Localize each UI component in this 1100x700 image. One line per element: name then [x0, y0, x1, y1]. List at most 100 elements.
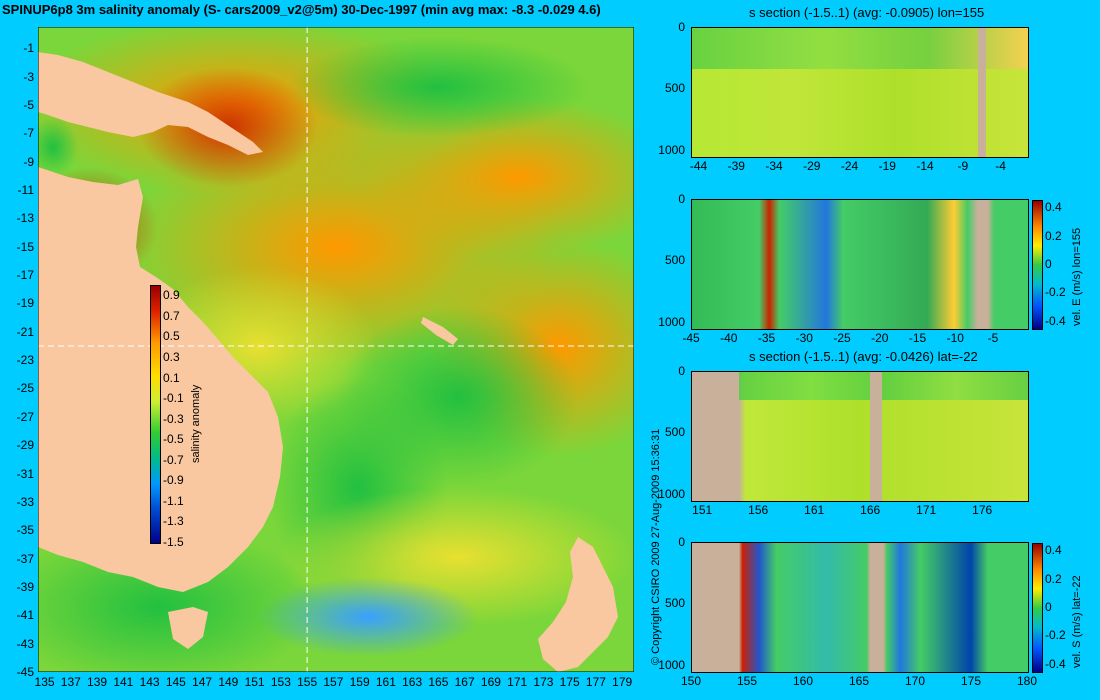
- map-x-tick: 145: [165, 675, 186, 689]
- section-x-tick: -5: [987, 331, 999, 345]
- map-y-tick: -35: [16, 523, 34, 538]
- section-x-tick: 171: [916, 503, 937, 517]
- velS-colorbar: [1032, 543, 1043, 673]
- map-colorbar: [150, 285, 161, 544]
- section-x-tick: 175: [960, 674, 982, 688]
- map-colorbar-tick: -0.3: [163, 411, 184, 426]
- map-x-tick: 165: [428, 675, 449, 689]
- map-x-tick: 179: [612, 675, 633, 689]
- map-x-tick: 163: [402, 675, 423, 689]
- map-y-tick: -17: [16, 268, 34, 283]
- velE-section-lon-plot: [691, 199, 1029, 330]
- map-x-tick: 157: [323, 675, 344, 689]
- section-x-tick: -29: [803, 159, 821, 173]
- map-colorbar-tick: -1.3: [163, 514, 184, 529]
- section-x-tick: 170: [904, 674, 926, 688]
- velS-section-lat-plot: [691, 542, 1029, 673]
- salinity-map: [38, 27, 634, 672]
- map-x-tick: 139: [87, 675, 108, 689]
- map-colorbar-tick: -0.9: [163, 473, 184, 488]
- velS-colorbar-label: vel. S (m/s) lat=-22: [1071, 575, 1083, 668]
- map-colorbar-tick: 0.9: [163, 288, 180, 303]
- section-y-tick: 1000: [658, 314, 685, 329]
- map-colorbar-label: salinity anomaly: [190, 384, 202, 463]
- velS-colorbar-tick: -0.4: [1045, 656, 1066, 671]
- section-x-tick: -45: [682, 331, 700, 345]
- section-x-tick: -35: [757, 331, 776, 345]
- map-x-tick: 161: [375, 675, 396, 689]
- s-section-lat-title: s section (-1.5..1) (avg: -0.0426) lat=-…: [749, 349, 978, 364]
- map-x-tick: 151: [244, 675, 265, 689]
- section-x-tick: -4: [995, 159, 1006, 173]
- map-colorbar-tick: -1.5: [163, 535, 184, 549]
- section-y-tick: 0: [678, 192, 685, 206]
- map-x-tick: 177: [585, 675, 606, 689]
- map-colorbar-tick: -0.5: [163, 432, 184, 447]
- map-y-tick: -19: [16, 296, 34, 311]
- section-x-tick: -10: [946, 331, 964, 345]
- map-x-tick: 173: [533, 675, 554, 689]
- velE-colorbar-label: vel. E (m/s) lon=155: [1071, 227, 1083, 326]
- map-y-tick: -5: [23, 97, 34, 112]
- velE-colorbar-tick: 0.2: [1045, 228, 1062, 243]
- map-y-tick: -45: [16, 665, 34, 679]
- section-x-tick: -34: [765, 159, 783, 173]
- section-x-tick: 180: [1016, 674, 1038, 688]
- section-y-tick: 1000: [658, 657, 685, 672]
- map-colorbar-tick: 0.5: [163, 329, 180, 344]
- section-y-tick: 500: [664, 425, 685, 440]
- section-x-tick: -9: [957, 159, 969, 173]
- s-section-lon-plot: [691, 27, 1029, 158]
- map-y-tick: -37: [16, 551, 34, 566]
- map-y-tick: -15: [16, 239, 34, 254]
- section-x-tick: 161: [804, 503, 825, 517]
- map-x-tick: 159: [349, 675, 370, 689]
- map-colorbar-tick: 0.3: [163, 349, 180, 364]
- field-blob: [288, 37, 588, 137]
- map-x-tick: 171: [507, 675, 528, 689]
- map-y-tick: -43: [16, 636, 34, 651]
- field-blob: [38, 117, 78, 177]
- velE-colorbar-tick: 0.4: [1045, 200, 1062, 215]
- map-x-tick: 153: [270, 675, 291, 689]
- section-x-tick: -15: [908, 331, 927, 345]
- copyright-text: © Copyright CSIRO 2009 27-Aug-2009 15:36…: [650, 428, 662, 665]
- velE-colorbar-tick: -0.4: [1045, 313, 1066, 328]
- section-x-tick: -44: [689, 159, 708, 173]
- map-colorbar-tick: -0.1: [163, 391, 184, 406]
- map-x-tick: 135: [34, 675, 55, 689]
- section-x-tick: -19: [878, 159, 896, 173]
- map-y-tick: -41: [16, 608, 34, 623]
- map-x-tick: 175: [559, 675, 580, 689]
- map-y-tick: -23: [16, 353, 34, 368]
- section-x-tick: -20: [871, 331, 889, 345]
- map-x-tick: 149: [218, 675, 239, 689]
- map-colorbar-tick: 0.1: [163, 370, 180, 385]
- map-y-tick: -31: [16, 466, 34, 481]
- section-x-tick: 165: [848, 674, 870, 688]
- section-x-tick: -25: [833, 331, 851, 345]
- field-blob: [258, 577, 478, 657]
- section-x-tick: -14: [916, 159, 934, 173]
- new-caledonia-land: [421, 317, 458, 345]
- map-y-tick: -9: [23, 154, 34, 169]
- s-section-lat-plot: [691, 371, 1029, 502]
- section-y-tick: 0: [678, 535, 685, 549]
- section-x-tick: 166: [860, 503, 881, 517]
- section-y-tick: 0: [678, 364, 685, 378]
- map-colorbar-tick: -1.1: [163, 493, 184, 508]
- section-x-tick: -30: [795, 331, 813, 345]
- section-x-tick: -24: [840, 159, 859, 173]
- section-x-tick: 155: [736, 674, 758, 688]
- velS-colorbar-tick: 0.4: [1045, 543, 1062, 558]
- velS-colorbar-tick: 0: [1045, 600, 1052, 614]
- velS-colorbar-tick: -0.2: [1045, 628, 1066, 643]
- section-y-tick: 1000: [658, 142, 685, 157]
- section-y-tick: 500: [664, 81, 685, 96]
- map-colorbar-tick: 0.7: [163, 308, 180, 323]
- map-y-tick: -7: [23, 126, 34, 141]
- map-y-tick: -3: [23, 69, 34, 84]
- map-y-tick: -33: [16, 494, 34, 509]
- section-x-tick: 160: [792, 674, 814, 688]
- velS-colorbar-tick: 0.2: [1045, 571, 1062, 586]
